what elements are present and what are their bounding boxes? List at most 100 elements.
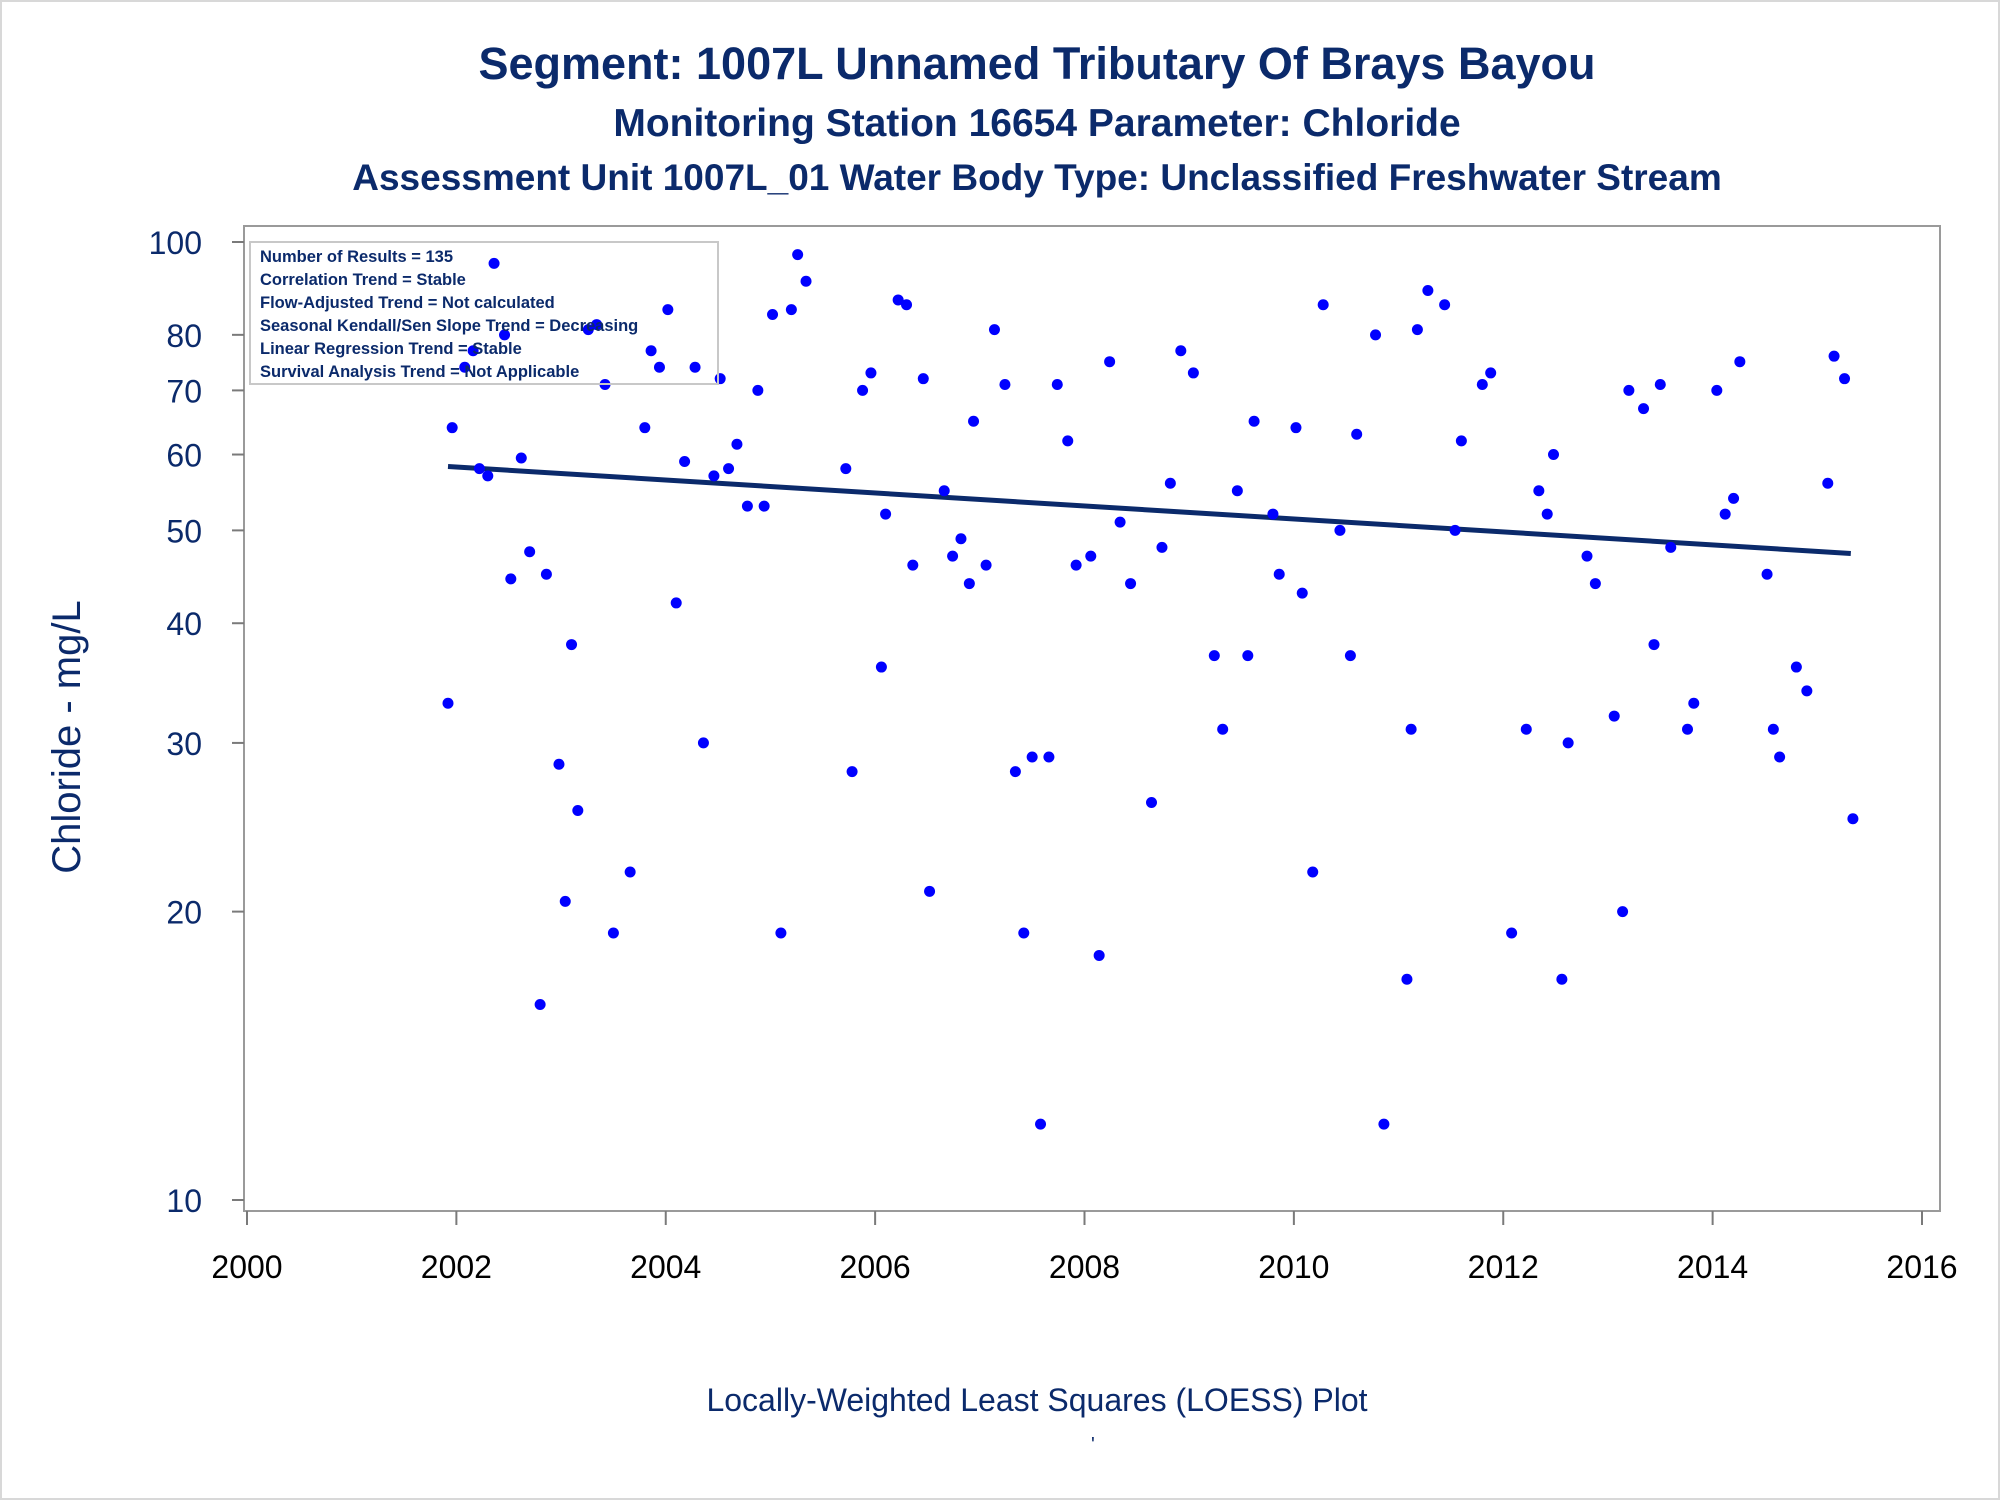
chart-title: Segment: 1007L Unnamed Tributary Of Bray… bbox=[478, 38, 1596, 89]
stats-line: Number of Results = 135 bbox=[260, 248, 453, 266]
data-point bbox=[1422, 284, 1434, 296]
data-point bbox=[1719, 508, 1731, 520]
stats-line: Survival Analysis Trend = Not Applicable bbox=[260, 363, 579, 381]
data-point bbox=[938, 485, 950, 497]
data-point bbox=[1334, 524, 1346, 536]
data-point bbox=[1682, 723, 1693, 735]
data-point bbox=[775, 927, 787, 939]
data-point bbox=[689, 361, 701, 373]
data-point bbox=[1648, 639, 1660, 651]
data-point bbox=[1506, 927, 1518, 939]
data-point bbox=[1688, 697, 1700, 709]
stats-line: Linear Regression Trend = Stable bbox=[260, 340, 522, 358]
data-point bbox=[1439, 299, 1451, 311]
data-point bbox=[1026, 751, 1038, 763]
data-point bbox=[442, 697, 454, 709]
data-point bbox=[1638, 403, 1650, 415]
data-point bbox=[1828, 350, 1840, 362]
data-point bbox=[1449, 524, 1461, 536]
data-point bbox=[653, 361, 665, 373]
data-point bbox=[572, 805, 584, 817]
data-point bbox=[1085, 550, 1097, 562]
y-axis-label: Chloride - mg/L bbox=[45, 600, 89, 873]
data-point bbox=[1734, 356, 1746, 368]
data-point bbox=[1839, 373, 1851, 385]
chart-subtitle-2: Assessment Unit 1007L_01 Water Body Type… bbox=[352, 157, 1722, 198]
data-point bbox=[1548, 449, 1559, 461]
x-tick-label: 2004 bbox=[630, 1249, 701, 1285]
data-point bbox=[1711, 384, 1723, 396]
chart-subtitle: Monitoring Station 16654 Parameter: Chlo… bbox=[613, 102, 1461, 145]
data-point bbox=[1790, 661, 1802, 673]
footnote: Locally-Weighted Least Squares (LOESS) P… bbox=[706, 1382, 1368, 1418]
data-point bbox=[1370, 329, 1382, 341]
data-point bbox=[1411, 324, 1423, 336]
data-point bbox=[865, 367, 877, 379]
data-point bbox=[559, 895, 571, 907]
stats-box: Number of Results = 135 Correlation Trend… bbox=[249, 241, 719, 385]
data-point bbox=[1541, 508, 1553, 520]
plot-area-border bbox=[243, 225, 1941, 1212]
data-point bbox=[566, 639, 578, 651]
data-point bbox=[955, 533, 967, 545]
data-point bbox=[880, 508, 892, 520]
y-tick-label: 60 bbox=[166, 438, 202, 474]
data-point bbox=[947, 550, 959, 562]
data-point bbox=[1556, 973, 1568, 985]
data-point bbox=[792, 249, 804, 261]
x-tick-label: 2014 bbox=[1677, 1249, 1748, 1285]
data-point bbox=[1146, 796, 1157, 808]
data-point bbox=[670, 597, 682, 609]
data-point bbox=[1175, 345, 1187, 357]
data-point bbox=[924, 885, 936, 897]
data-point bbox=[1104, 356, 1116, 368]
data-point bbox=[446, 422, 458, 434]
trend-line bbox=[447, 463, 1851, 556]
data-point bbox=[963, 578, 975, 590]
data-point bbox=[505, 573, 517, 585]
data-point bbox=[1231, 485, 1243, 497]
data-point bbox=[1043, 751, 1055, 763]
data-point bbox=[1187, 367, 1199, 379]
data-point bbox=[1351, 428, 1363, 440]
data-point bbox=[499, 329, 511, 341]
data-point bbox=[553, 758, 565, 770]
data-point bbox=[1520, 723, 1532, 735]
data-point bbox=[731, 438, 743, 450]
data-point bbox=[785, 304, 797, 316]
data-point bbox=[697, 737, 709, 749]
x-tick-label: 2006 bbox=[840, 1249, 911, 1285]
data-point bbox=[980, 559, 992, 571]
data-point bbox=[752, 384, 764, 396]
data-point bbox=[800, 275, 812, 287]
data-point bbox=[1242, 650, 1254, 662]
data-point bbox=[1401, 973, 1413, 985]
x-tick-label: 2008 bbox=[1049, 1249, 1120, 1285]
data-point bbox=[467, 345, 479, 357]
data-point bbox=[875, 661, 887, 673]
data-point bbox=[624, 866, 636, 878]
stats-box-border bbox=[249, 241, 719, 385]
data-point bbox=[1009, 766, 1021, 778]
data-point bbox=[741, 500, 753, 512]
data-point bbox=[1654, 378, 1666, 390]
data-point bbox=[1035, 1118, 1047, 1130]
data-point bbox=[515, 452, 527, 464]
data-point bbox=[639, 422, 651, 434]
data-point bbox=[1761, 568, 1773, 580]
data-point bbox=[679, 456, 691, 468]
footnote-mark: ' bbox=[1091, 1434, 1095, 1456]
data-point bbox=[1378, 1118, 1390, 1130]
data-point bbox=[840, 463, 852, 475]
data-point bbox=[846, 766, 858, 778]
data-point bbox=[1217, 723, 1229, 735]
x-tick-label: 2010 bbox=[1258, 1249, 1329, 1285]
data-point bbox=[917, 373, 929, 385]
data-point bbox=[540, 568, 552, 580]
data-point bbox=[1070, 559, 1082, 571]
data-point bbox=[1774, 751, 1786, 763]
data-point bbox=[1476, 378, 1488, 390]
y-tick-label: 50 bbox=[166, 513, 202, 549]
data-point bbox=[1767, 723, 1779, 735]
